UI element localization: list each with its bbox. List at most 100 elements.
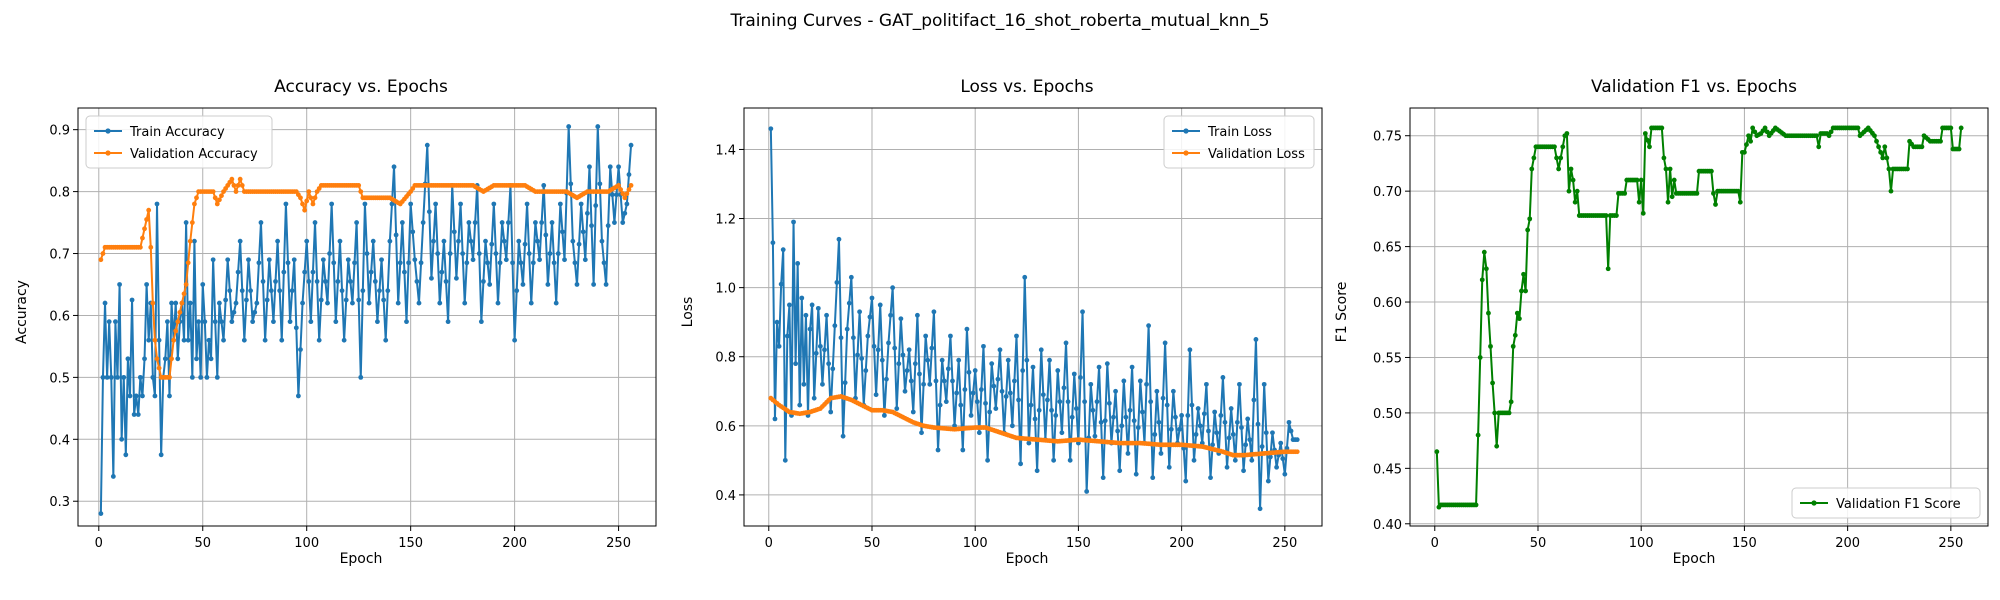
data-point xyxy=(489,241,495,247)
data-point xyxy=(877,302,883,308)
data-point xyxy=(339,288,345,294)
legend-entry: Validation F1 Score xyxy=(1836,497,1961,512)
data-point xyxy=(950,378,955,384)
data-point xyxy=(306,278,312,284)
data-point xyxy=(904,368,910,373)
data-point xyxy=(320,257,326,263)
data-point xyxy=(844,326,850,332)
data-point xyxy=(541,183,547,188)
data-point xyxy=(1197,423,1203,429)
data-point xyxy=(616,164,621,170)
data-point xyxy=(1201,411,1207,417)
data-point xyxy=(1218,413,1224,418)
data-point xyxy=(358,189,364,195)
data-point xyxy=(254,300,260,306)
data-point xyxy=(1475,432,1481,438)
data-point xyxy=(302,207,308,213)
data-point xyxy=(379,257,384,263)
data-point xyxy=(391,164,397,170)
data-point xyxy=(1051,457,1057,463)
data-point xyxy=(570,238,576,244)
data-point xyxy=(624,191,630,197)
data-point xyxy=(1212,409,1218,415)
data-point xyxy=(1177,426,1182,432)
data-point xyxy=(842,380,848,386)
data-point xyxy=(618,187,624,192)
data-point xyxy=(937,402,943,408)
legend: Train Accuracy Validation Accuracy xyxy=(85,115,273,169)
data-point xyxy=(1638,177,1644,183)
data-point xyxy=(945,366,951,372)
x-axis-label: Epoch xyxy=(340,551,383,567)
data-point xyxy=(859,356,865,361)
data-point xyxy=(784,333,790,339)
legend-marker xyxy=(1183,150,1189,156)
data-point xyxy=(863,368,869,373)
data-point xyxy=(1711,190,1716,196)
data-point xyxy=(443,278,449,284)
data-point xyxy=(248,288,253,294)
y-tick-label: 0.50 xyxy=(1373,407,1402,422)
data-point xyxy=(1104,361,1110,367)
data-point xyxy=(306,189,312,195)
data-point xyxy=(978,387,984,392)
data-point xyxy=(551,260,557,266)
data-point xyxy=(142,356,147,362)
data-point xyxy=(231,309,237,315)
data-point xyxy=(1220,375,1226,380)
data-point xyxy=(399,220,405,225)
data-point xyxy=(931,309,937,315)
data-point xyxy=(433,201,439,207)
legend-box xyxy=(1163,115,1315,169)
data-point xyxy=(1125,451,1131,456)
data-point xyxy=(231,183,237,188)
data-point xyxy=(807,326,813,332)
data-point xyxy=(487,282,493,287)
data-point xyxy=(352,260,357,266)
y-tick-label: 0.65 xyxy=(1373,241,1402,256)
data-point xyxy=(308,319,314,325)
series-validation-loss xyxy=(768,394,1300,458)
data-point xyxy=(277,288,283,294)
data-point xyxy=(1092,433,1098,439)
data-point xyxy=(1166,464,1172,470)
data-point xyxy=(892,345,898,351)
data-point xyxy=(451,229,457,235)
data-point xyxy=(395,300,401,306)
data-point xyxy=(867,314,873,320)
data-point xyxy=(192,238,197,244)
data-point xyxy=(1603,213,1609,218)
y-tick-label: 0.8 xyxy=(715,351,736,366)
data-point xyxy=(181,291,187,297)
data-point xyxy=(98,511,104,517)
data-point xyxy=(102,300,108,306)
data-point xyxy=(1082,399,1088,405)
data-point xyxy=(402,269,407,275)
data-point xyxy=(983,400,988,406)
data-point xyxy=(387,238,393,244)
data-point xyxy=(1195,406,1201,411)
data-point xyxy=(1744,142,1749,147)
f1-panel: Validation F1 vs. Epochs Epoch F1 Score … xyxy=(1334,77,1989,567)
data-point xyxy=(576,241,582,247)
data-point xyxy=(974,399,980,405)
data-point xyxy=(137,374,143,380)
data-point xyxy=(1251,397,1257,403)
data-point xyxy=(1490,380,1495,386)
data-point xyxy=(1663,166,1669,172)
data-point xyxy=(793,361,799,367)
data-point xyxy=(917,371,922,377)
data-point xyxy=(464,260,470,266)
data-point xyxy=(622,195,628,201)
series-line xyxy=(769,128,1298,510)
data-point xyxy=(549,220,555,225)
data-point xyxy=(420,220,426,225)
data-point xyxy=(495,300,501,306)
data-point xyxy=(497,260,503,266)
x-tick-label: 100 xyxy=(1629,536,1654,551)
data-point xyxy=(828,409,834,415)
data-point xyxy=(514,288,520,294)
data-point xyxy=(1028,402,1034,408)
data-point xyxy=(345,257,351,263)
data-point xyxy=(329,201,335,207)
